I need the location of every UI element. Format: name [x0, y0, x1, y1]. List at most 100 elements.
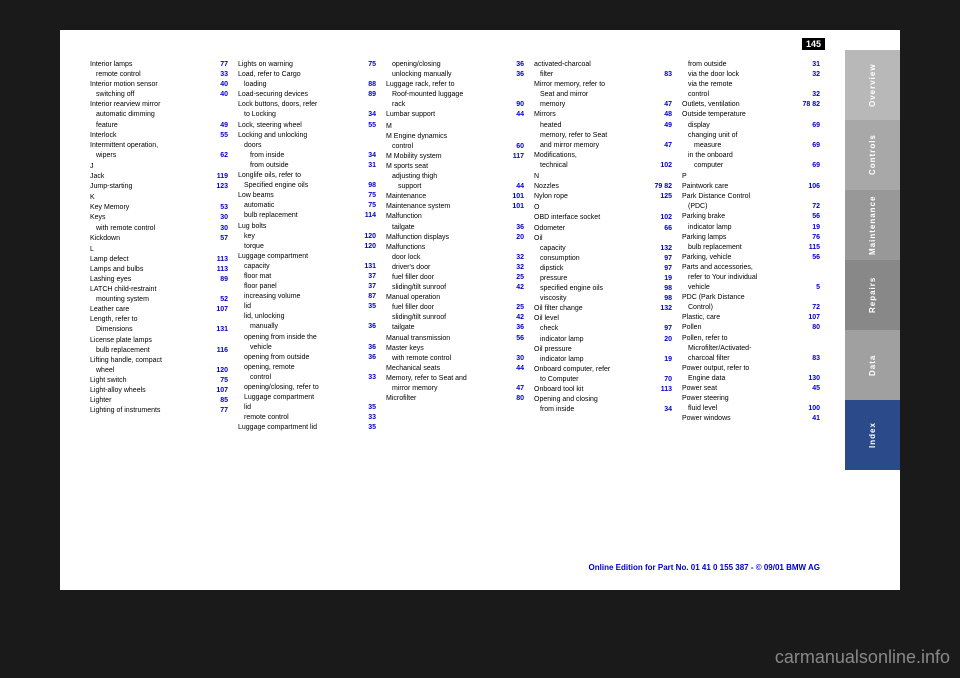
index-entry: from outside31 — [238, 161, 376, 170]
index-entry: Maintenance system101 — [386, 202, 524, 211]
index-entry: tailgate36 — [386, 323, 524, 332]
index-entry: Mechanical seats44 — [386, 364, 524, 373]
entry-text: and mirror memory — [540, 141, 661, 150]
entry-text: Load-securing devices — [238, 90, 365, 99]
entry-text: Nozzles — [534, 182, 651, 191]
index-entry: doors — [238, 141, 376, 150]
entry-page: 102 — [660, 161, 672, 170]
index-entry: Memory, refer to Seat and — [386, 374, 524, 383]
entry-page: 20 — [664, 335, 672, 344]
index-entry: Outlets, ventilation78 82 — [682, 100, 820, 109]
index-entry: Mirror memory, refer to — [534, 80, 672, 89]
entry-page: 69 — [812, 161, 820, 170]
index-entry: Parking, vehicle56 — [682, 253, 820, 262]
entry-page: 123 — [216, 182, 228, 191]
index-entry: from inside34 — [238, 151, 376, 160]
index-entry: Manual transmission56 — [386, 334, 524, 343]
entry-text: key — [244, 232, 361, 241]
index-entry: Lamp defect113 — [90, 255, 228, 264]
index-entry: with remote control30 — [90, 224, 228, 233]
index-entry: manually36 — [238, 322, 376, 331]
entry-page: 32 — [516, 253, 524, 262]
entry-text: Low beams — [238, 191, 365, 200]
entry-text: Maintenance system — [386, 202, 509, 211]
entry-text: wipers — [96, 151, 217, 160]
entry-text: fuel filler door — [392, 303, 513, 312]
entry-text: heated — [540, 121, 661, 130]
entry-text: activated-charcoal — [534, 60, 672, 69]
entry-text: changing unit of — [688, 131, 820, 140]
entry-text: via the door lock — [688, 70, 809, 79]
index-entry: Oil pressure — [534, 345, 672, 354]
entry-page: 19 — [664, 274, 672, 283]
entry-page: 34 — [368, 151, 376, 160]
entry-text: doors — [244, 141, 376, 150]
entry-page: 47 — [664, 100, 672, 109]
index-entry: Load, refer to Cargo — [238, 70, 376, 79]
index-entry: Parking brake56 — [682, 212, 820, 221]
index-entry: control32 — [682, 90, 820, 99]
index-entry: Kickdown57 — [90, 234, 228, 243]
index-entry: loading88 — [238, 80, 376, 89]
index-entry: Manual operation — [386, 293, 524, 302]
index-entry: Specified engine oils98 — [238, 181, 376, 190]
index-entry: Light-alloy wheels107 — [90, 386, 228, 395]
entry-page: 33 — [368, 413, 376, 422]
index-entry: fuel filler door25 — [386, 303, 524, 312]
entry-text: with remote control — [96, 224, 217, 233]
tab-maintenance[interactable]: Maintenance — [845, 190, 900, 260]
entry-page: 35 — [368, 403, 376, 412]
index-entry: Control)72 — [682, 303, 820, 312]
entry-page: 20 — [516, 233, 524, 242]
tab-repairs[interactable]: Repairs — [845, 260, 900, 330]
index-entry: M — [386, 122, 524, 131]
index-entry: Outside temperature — [682, 110, 820, 119]
entry-page: 31 — [368, 161, 376, 170]
entry-page: 72 — [812, 303, 820, 312]
index-entry: lid35 — [238, 403, 376, 412]
entry-text: technical — [540, 161, 657, 170]
entry-page: 60 — [516, 142, 524, 151]
page-inner: 145 OverviewControlsMaintenanceRepairsDa… — [60, 30, 900, 590]
tab-overview[interactable]: Overview — [845, 50, 900, 120]
entry-page: 42 — [516, 313, 524, 322]
entry-text: indicator lamp — [688, 223, 809, 232]
entry-page: 77 — [220, 60, 228, 69]
entry-page: 32 — [812, 90, 820, 99]
index-entry: memory, refer to Seat — [534, 131, 672, 140]
entry-page: 44 — [516, 110, 524, 119]
entry-text: Locking and unlocking — [238, 131, 376, 140]
tab-controls[interactable]: Controls — [845, 120, 900, 190]
entry-page: 120 — [364, 232, 376, 241]
entry-text: rack — [392, 100, 513, 109]
entry-text: tailgate — [392, 223, 513, 232]
entry-page: 49 — [220, 121, 228, 130]
index-entry: Low beams75 — [238, 191, 376, 200]
entry-text: Pollen — [682, 323, 809, 332]
entry-page: 98 — [368, 181, 376, 190]
entry-text: door lock — [392, 253, 513, 262]
index-entry: opening/closing36 — [386, 60, 524, 69]
index-columns: Interior lamps77remote control33Interior… — [90, 60, 820, 535]
entry-text: Lamp defect — [90, 255, 214, 264]
index-entry: Lighting of instruments77 — [90, 406, 228, 415]
entry-page: 57 — [220, 234, 228, 243]
entry-text: Parts and accessories, — [682, 263, 820, 272]
entry-text: measure — [694, 141, 809, 150]
entry-text: Maintenance — [386, 192, 509, 201]
entry-page: 98 — [664, 294, 672, 303]
index-entry: Interior motion sensor40 — [90, 80, 228, 89]
index-entry: remote control33 — [90, 70, 228, 79]
entry-text: M Engine dynamics — [386, 132, 524, 141]
entry-page: 83 — [812, 354, 820, 363]
entry-text: Kickdown — [90, 234, 217, 243]
entry-page: 37 — [368, 282, 376, 291]
tab-index[interactable]: Index — [845, 400, 900, 470]
entry-page: 62 — [220, 151, 228, 160]
index-entry: Interlock55 — [90, 131, 228, 140]
entry-page: 101 — [512, 202, 524, 211]
index-entry: Park Distance Control — [682, 192, 820, 201]
index-entry: bulb replacement115 — [682, 243, 820, 252]
entry-page: 120 — [216, 366, 228, 375]
tab-data[interactable]: Data — [845, 330, 900, 400]
